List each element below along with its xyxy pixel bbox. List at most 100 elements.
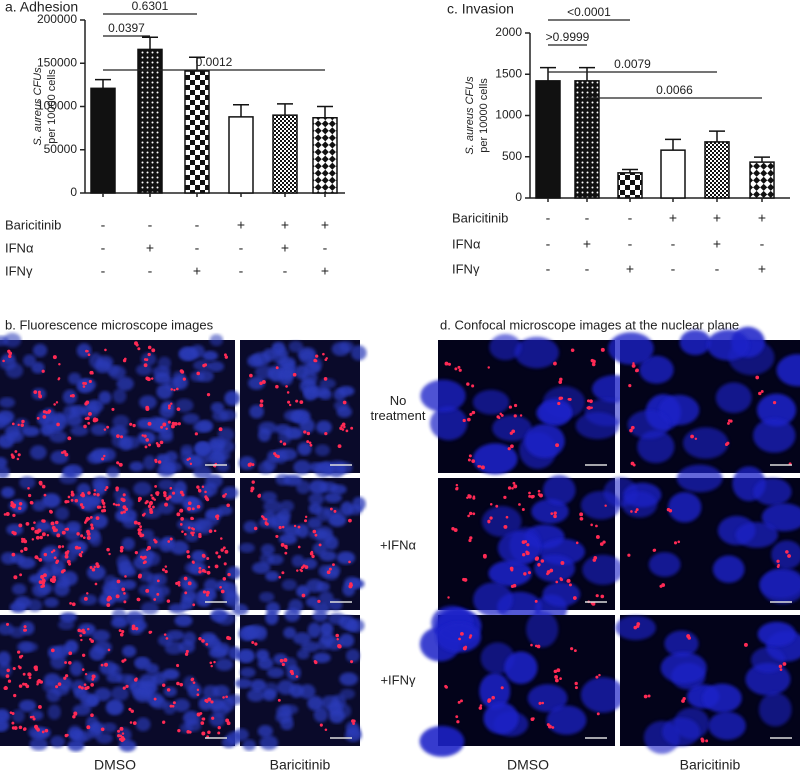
nucleus bbox=[259, 735, 279, 751]
bacteria bbox=[85, 400, 90, 405]
bacteria bbox=[207, 730, 211, 734]
nucleus bbox=[18, 699, 37, 712]
bacteria bbox=[202, 590, 207, 594]
bacteria bbox=[169, 537, 173, 541]
treatment-sign: + bbox=[669, 210, 677, 226]
bacteria bbox=[118, 462, 123, 467]
treatment-sign: - bbox=[546, 261, 551, 277]
bacteria bbox=[77, 628, 81, 633]
nucleus bbox=[676, 464, 723, 493]
bacteria bbox=[106, 597, 111, 602]
nucleus bbox=[313, 707, 329, 723]
bacteria bbox=[477, 464, 481, 468]
bacteria bbox=[482, 553, 487, 558]
bacteria bbox=[91, 567, 96, 572]
nucleus bbox=[99, 661, 118, 676]
bacteria bbox=[53, 556, 57, 560]
bacteria bbox=[28, 676, 32, 680]
bacteria bbox=[755, 375, 760, 380]
nucleus bbox=[312, 652, 331, 664]
bacteria bbox=[86, 532, 91, 536]
bacteria bbox=[772, 400, 777, 405]
bacteria bbox=[214, 564, 219, 569]
nucleus bbox=[667, 492, 702, 523]
bacteria bbox=[154, 540, 158, 544]
nucleus bbox=[157, 356, 172, 370]
nucleus bbox=[90, 721, 105, 735]
nucleus bbox=[339, 341, 355, 353]
bacteria bbox=[223, 562, 227, 566]
error-bar bbox=[95, 78, 111, 89]
bacteria bbox=[538, 493, 543, 498]
bacteria bbox=[341, 428, 345, 431]
bacteria bbox=[83, 596, 88, 601]
nucleus bbox=[281, 579, 297, 591]
nucleus bbox=[296, 480, 311, 495]
nucleus bbox=[262, 688, 277, 701]
bacteria bbox=[137, 496, 142, 501]
nucleus bbox=[135, 717, 151, 732]
bacteria bbox=[57, 377, 61, 380]
bacteria bbox=[168, 495, 172, 499]
bacteria bbox=[199, 712, 203, 715]
error-bar bbox=[622, 168, 638, 173]
bar bbox=[704, 141, 730, 199]
bacteria bbox=[135, 677, 138, 680]
nucleus bbox=[150, 697, 168, 710]
bacteria bbox=[186, 550, 190, 554]
bacteria bbox=[143, 363, 148, 368]
nucleus bbox=[307, 517, 322, 530]
bacteria bbox=[262, 515, 265, 519]
bacteria bbox=[694, 437, 698, 441]
bacteria bbox=[121, 498, 126, 503]
nucleus bbox=[289, 683, 304, 698]
bacteria bbox=[590, 358, 594, 363]
bacteria bbox=[592, 558, 597, 562]
bacteria bbox=[595, 535, 600, 539]
bacteria bbox=[192, 681, 196, 684]
bacteria bbox=[323, 377, 328, 381]
bacteria bbox=[123, 600, 127, 604]
bacteria bbox=[469, 412, 473, 416]
nucleus bbox=[238, 542, 255, 553]
bacteria bbox=[137, 521, 141, 526]
treatment-sign: - bbox=[195, 240, 200, 256]
nucleus bbox=[181, 589, 197, 602]
bacteria bbox=[131, 624, 136, 629]
treatment-sign: - bbox=[585, 261, 590, 277]
bacteria bbox=[125, 684, 129, 689]
bacteria bbox=[222, 696, 225, 699]
bacteria bbox=[82, 381, 86, 385]
nucleus bbox=[526, 610, 559, 648]
nucleus bbox=[757, 621, 796, 647]
bacteria bbox=[192, 531, 195, 534]
nucleus bbox=[173, 480, 187, 496]
nucleus bbox=[129, 461, 144, 472]
bacteria bbox=[118, 629, 122, 632]
bacteria bbox=[147, 345, 152, 350]
bacteria bbox=[5, 674, 10, 678]
nucleus bbox=[185, 531, 199, 542]
bacteria bbox=[572, 596, 577, 600]
nucleus bbox=[224, 390, 241, 406]
bacteria bbox=[20, 549, 24, 553]
bacteria bbox=[8, 354, 12, 359]
bacteria bbox=[180, 517, 184, 521]
nucleus bbox=[580, 677, 625, 713]
nucleus bbox=[257, 725, 273, 738]
bacteria bbox=[5, 512, 10, 516]
bar bbox=[312, 116, 338, 194]
bacteria bbox=[574, 686, 578, 690]
bacteria bbox=[41, 578, 46, 582]
bacteria bbox=[558, 380, 563, 384]
bacteria bbox=[149, 507, 153, 512]
nucleus bbox=[0, 720, 9, 732]
nucleus bbox=[136, 418, 155, 430]
nucleus bbox=[112, 414, 130, 429]
y-tick-label: 0 bbox=[70, 185, 77, 199]
bacteria bbox=[534, 599, 538, 603]
bacteria bbox=[100, 727, 105, 732]
bacteria bbox=[251, 641, 255, 645]
treatment-sign: - bbox=[585, 210, 590, 226]
nucleus bbox=[283, 409, 303, 422]
